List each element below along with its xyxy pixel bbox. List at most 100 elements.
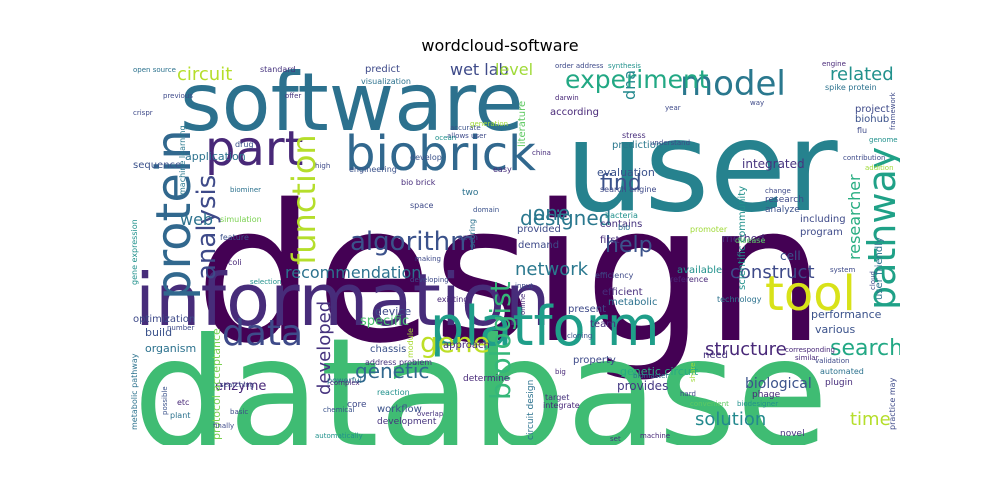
cloud-word: biological [745,376,812,392]
cloud-word: data [222,313,303,354]
cloud-word: china [532,149,551,157]
cloud-word: project [855,104,890,115]
chart-title: wordcloud-software [421,36,579,55]
cloud-word: generation [470,120,508,128]
cloud-word: selection [250,278,281,286]
cloud-word: share [689,363,697,382]
cloud-word: metabolic [608,297,657,308]
cloud-word: predict [365,64,400,75]
cloud-word: specific [360,314,409,329]
cloud-word: developing [410,276,449,284]
cloud-word: technology [717,295,762,304]
cloud-word: biodesigner [737,400,778,408]
cloud-word: bacteria [605,211,638,220]
cloud-word: protein [146,129,202,300]
cloud-word: program [800,227,843,238]
cloud-word: search engine [600,185,656,194]
cloud-word: available [677,265,722,276]
cloud-word: developed [314,301,335,395]
cloud-word: address problem [365,358,432,367]
cloud-word: change [765,187,791,195]
cloud-word: bio brick [401,178,436,187]
cloud-word: model [680,64,786,104]
cloud-word: two [462,188,479,198]
cloud-word: need [703,350,728,361]
cloud-word: contains [600,219,642,230]
cloud-word: automated [820,367,864,376]
cloud-word: plugin [825,378,853,388]
cloud-word: team [590,319,616,330]
cloud-word: cloning [567,332,592,340]
cloud-word: open source [133,66,176,74]
cloud-word: framework [889,91,897,130]
cloud-word: related [830,64,894,85]
cloud-word: corresponding [785,346,835,354]
cloud-word: complex [330,379,360,387]
cloud-word: cloud [869,271,877,290]
cloud-word: develop [410,153,442,162]
cloud-word: efficient [602,287,643,298]
cloud-word: big [555,368,566,376]
cloud-word: analysis [192,175,222,280]
cloud-word: spike protein [825,83,877,92]
cloud-word: engineering [349,165,397,174]
cloud-word: find [600,171,642,196]
cloud-word: contribution [843,154,885,162]
cloud-word: help [605,233,653,258]
cloud-word: approach [443,340,490,351]
cloud-word: method [722,232,764,245]
cloud-word: visualization [361,77,411,86]
cloud-word: function [285,134,323,265]
cloud-word: prediction [612,140,662,151]
cloud-word: number [167,324,194,332]
cloud-word: possible [161,386,169,415]
cloud-word: powerful [327,376,362,385]
cloud-word: algorithm [350,227,475,257]
cloud-word: existing [437,295,468,304]
cloud-word: machine [640,432,670,440]
cloud-word: literature [517,101,528,147]
cloud-word: wet lab [450,60,509,79]
cloud-word: property [573,355,616,366]
cloud-word: cell [780,249,801,263]
cloud-word: analyze [765,205,800,215]
cloud-word: offer [285,92,301,100]
cloud-word: efficiency [595,271,634,280]
cloud-word: user friendly [874,237,885,300]
cloud-word: evaluation [597,166,655,179]
cloud-word: scoring [468,219,477,248]
cloud-word: workflow [377,404,422,415]
cloud-word: chassis [370,344,406,355]
cloud-word: biomaster [633,372,668,380]
cloud-word: provided [517,224,561,235]
cloud-word: automatically [315,432,363,440]
cloud-word: simulation [220,215,262,224]
cloud-word: biobrick [345,126,536,182]
cloud-word: plant [170,411,190,420]
cloud-word: recommendation [285,263,421,282]
cloud-word: scientific community [737,186,748,290]
cloud-word: application [185,150,246,163]
cloud-word: research [765,195,804,205]
cloud-word: biologist [484,281,517,400]
cloud-word: platform [430,295,659,358]
cloud-word: according [550,107,599,118]
cloud-word: genetic [355,359,429,383]
cloud-word: development [377,417,437,427]
cloud-word: software [180,60,524,149]
cloud-word: ocean [435,134,456,142]
cloud-word: chemical [323,406,354,414]
cloud-word: validation [815,357,849,365]
cloud-word: present [568,304,606,315]
cloud-word: design [195,164,825,385]
cloud-word: hard [680,390,696,398]
cloud-word: time [850,409,891,430]
cloud-word: network [515,259,589,280]
cloud-word: sequence [133,160,181,171]
cloud-word: feature [220,233,249,242]
cloud-word: dna [620,70,639,100]
cloud-word: previous [163,92,193,100]
cloud-word: first [600,235,620,246]
word-cloud-canvas: designdatabaseusersoftwareinformationbio… [130,60,900,445]
cloud-word: engine [822,60,846,68]
